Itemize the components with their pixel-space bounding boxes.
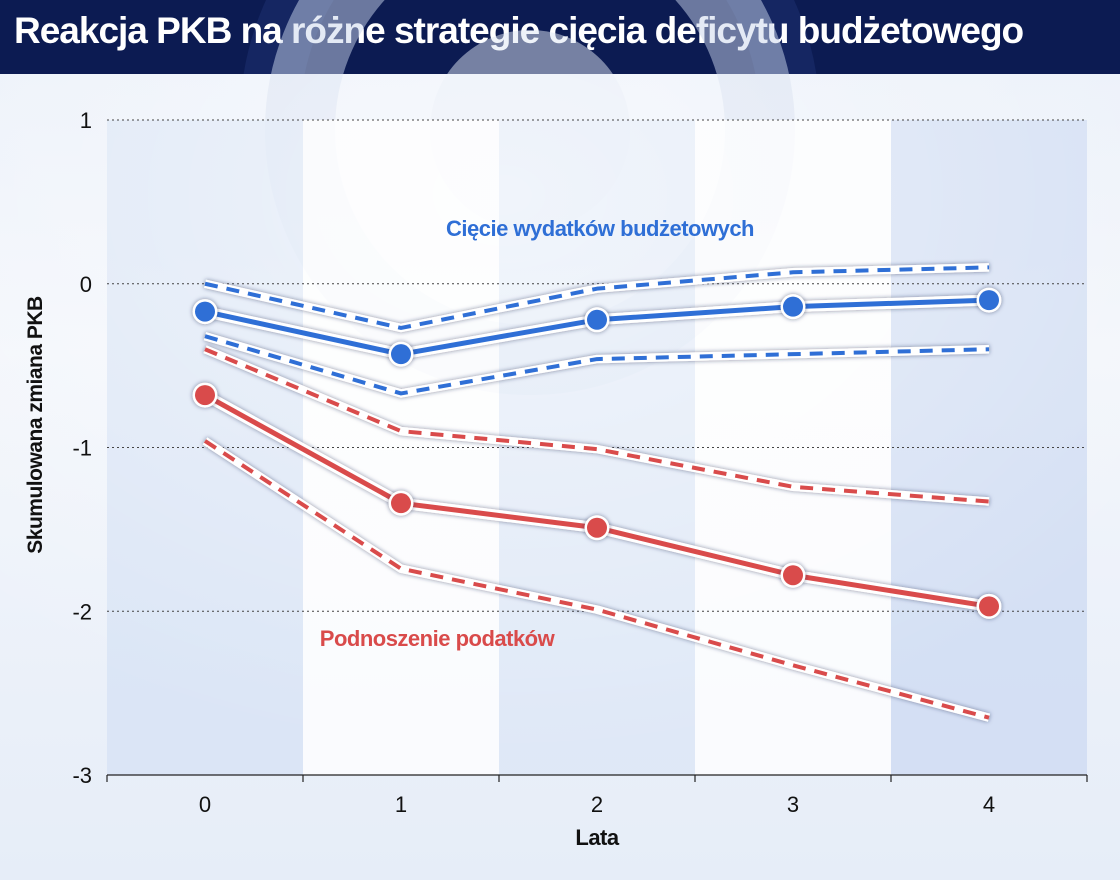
band-line [204, 334, 990, 396]
y-tick-label: -2 [72, 599, 92, 624]
x-tick-label: 3 [787, 792, 799, 817]
series-group [192, 263, 1002, 722]
data-point [195, 301, 215, 322]
data-point [587, 517, 607, 538]
data-point [391, 493, 411, 514]
x-axis-title: Lata [575, 825, 620, 850]
series-spending-upper [204, 263, 990, 333]
series-taxes-upper [203, 345, 990, 506]
series-taxes-lower [202, 437, 991, 722]
data-point [587, 309, 607, 330]
band-line [204, 265, 990, 330]
y-tick-label: 1 [80, 108, 92, 133]
bg-glow [0, 74, 1120, 880]
x-tick-label: 4 [983, 792, 995, 817]
band-line [203, 439, 990, 720]
data-point [979, 290, 999, 311]
data-point [979, 596, 999, 617]
data-point [783, 565, 803, 586]
data-point [195, 385, 215, 406]
data-point [391, 344, 411, 365]
band-line [204, 347, 990, 504]
series-spending-lower [203, 332, 990, 398]
x-tick-label: 1 [395, 792, 407, 817]
series-taxes-central [192, 382, 1002, 619]
x-tick-label: 2 [591, 792, 603, 817]
y-tick-label: 0 [80, 272, 92, 297]
annotation-spending: Cięcie wydatków budżetowych [446, 216, 754, 241]
x-tick-label: 0 [199, 792, 211, 817]
y-tick-label: -1 [72, 436, 92, 461]
y-axis-title: Skumulowana zmiana PKB [24, 296, 47, 554]
series-spending-central [192, 287, 1002, 367]
y-tick-label: -3 [72, 763, 92, 788]
annotation-taxes: Podnoszenie podatków [320, 626, 556, 651]
axes: 1 0 -1 -2 -3 0 1 2 3 4 [72, 108, 1088, 817]
data-point [783, 296, 803, 317]
